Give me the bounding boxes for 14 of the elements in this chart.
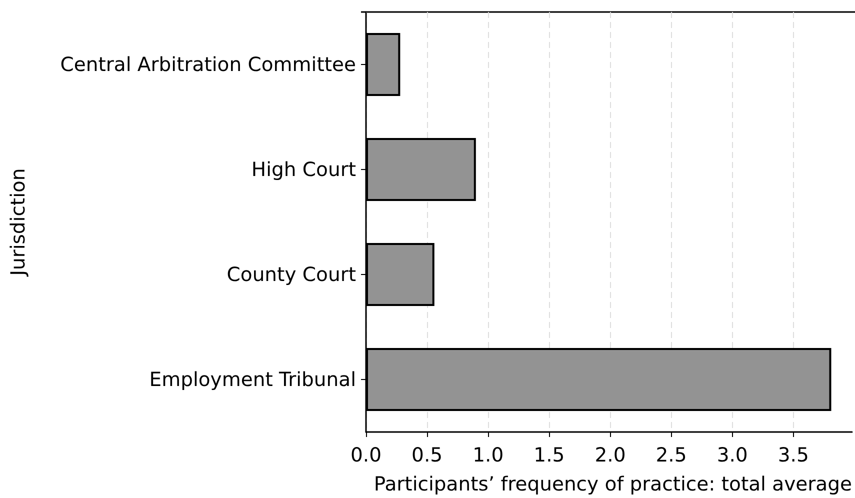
y-tick-label: Central Arbitration Committee bbox=[60, 53, 356, 76]
x-tick-label: 2.5 bbox=[656, 444, 687, 466]
x-tick-label: 2.0 bbox=[594, 444, 626, 466]
x-tick-label: 1.5 bbox=[534, 444, 565, 466]
x-tick-label: 1.0 bbox=[472, 444, 504, 466]
x-tick-label: 0.0 bbox=[350, 444, 382, 466]
y-tick-label: Employment Tribunal bbox=[149, 368, 356, 391]
y-axis-title: Jurisdiction bbox=[6, 168, 30, 278]
y-tick-label: High Court bbox=[251, 158, 356, 181]
x-tick-label: 3.0 bbox=[716, 444, 748, 466]
x-tick-label: 3.5 bbox=[778, 444, 809, 466]
x-tick-label: 0.5 bbox=[412, 444, 443, 466]
x-axis-title: Participants’ frequency of practice: total average bbox=[374, 472, 852, 496]
y-tick-label: County Court bbox=[226, 263, 356, 286]
